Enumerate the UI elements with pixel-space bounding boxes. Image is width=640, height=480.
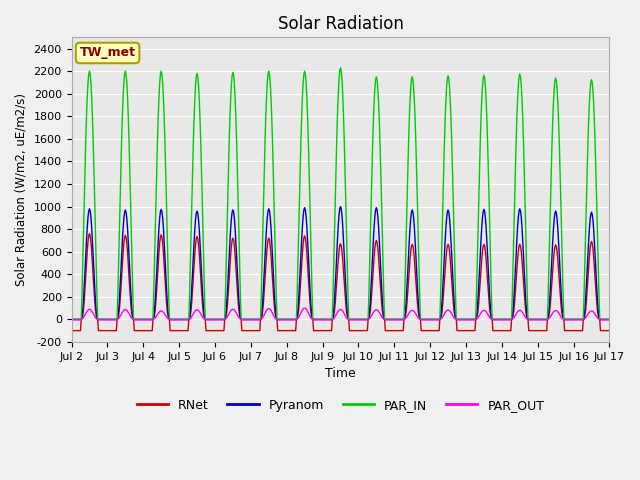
PAR_IN (557, 200, 564, 206)
Line: RNet: RNet (72, 234, 609, 331)
Text: TW_met: TW_met (79, 47, 136, 60)
Line: PAR_OUT: PAR_OUT (72, 308, 609, 320)
RNet (186, 313, 194, 319)
RNet (86, 231, 93, 237)
Pyranom (337, 204, 344, 209)
PAR_IN (605, 316, 613, 322)
Legend: RNet, Pyranom, PAR_IN, PAR_OUT: RNet, Pyranom, PAR_IN, PAR_OUT (132, 394, 549, 417)
RNet (333, 279, 340, 285)
PAR_OUT (605, 317, 613, 323)
PAR_OUT (68, 317, 76, 323)
Line: Pyranom: Pyranom (72, 206, 609, 319)
RNet (605, 328, 613, 334)
PAR_OUT (209, 317, 216, 323)
PAR_IN (68, 316, 76, 322)
PAR_IN (332, 165, 340, 170)
PAR_OUT (186, 316, 193, 322)
Pyranom (557, 285, 564, 290)
Title: Solar Radiation: Solar Radiation (278, 15, 403, 33)
RNet (557, 300, 564, 306)
RNet (438, 308, 446, 314)
PAR_OUT (438, 315, 446, 321)
PAR_IN (337, 65, 344, 71)
PAR_OUT (385, 317, 393, 323)
X-axis label: Time: Time (325, 367, 356, 380)
RNet (210, 328, 218, 334)
Pyranom (385, 316, 393, 322)
Pyranom (209, 316, 216, 322)
PAR_IN (385, 316, 393, 322)
Pyranom (68, 316, 76, 322)
Pyranom (332, 268, 340, 274)
Y-axis label: Solar Radiation (W/m2, uE/m2/s): Solar Radiation (W/m2, uE/m2/s) (15, 93, 28, 286)
PAR_IN (186, 292, 193, 298)
PAR_OUT (557, 314, 564, 320)
Pyranom (438, 297, 446, 303)
RNet (385, 328, 393, 334)
Line: PAR_IN: PAR_IN (72, 68, 609, 319)
PAR_IN (438, 230, 446, 236)
Pyranom (186, 314, 193, 320)
PAR_OUT (301, 305, 308, 311)
PAR_IN (209, 316, 216, 322)
RNet (68, 328, 76, 334)
Pyranom (605, 316, 613, 322)
PAR_OUT (333, 311, 340, 316)
